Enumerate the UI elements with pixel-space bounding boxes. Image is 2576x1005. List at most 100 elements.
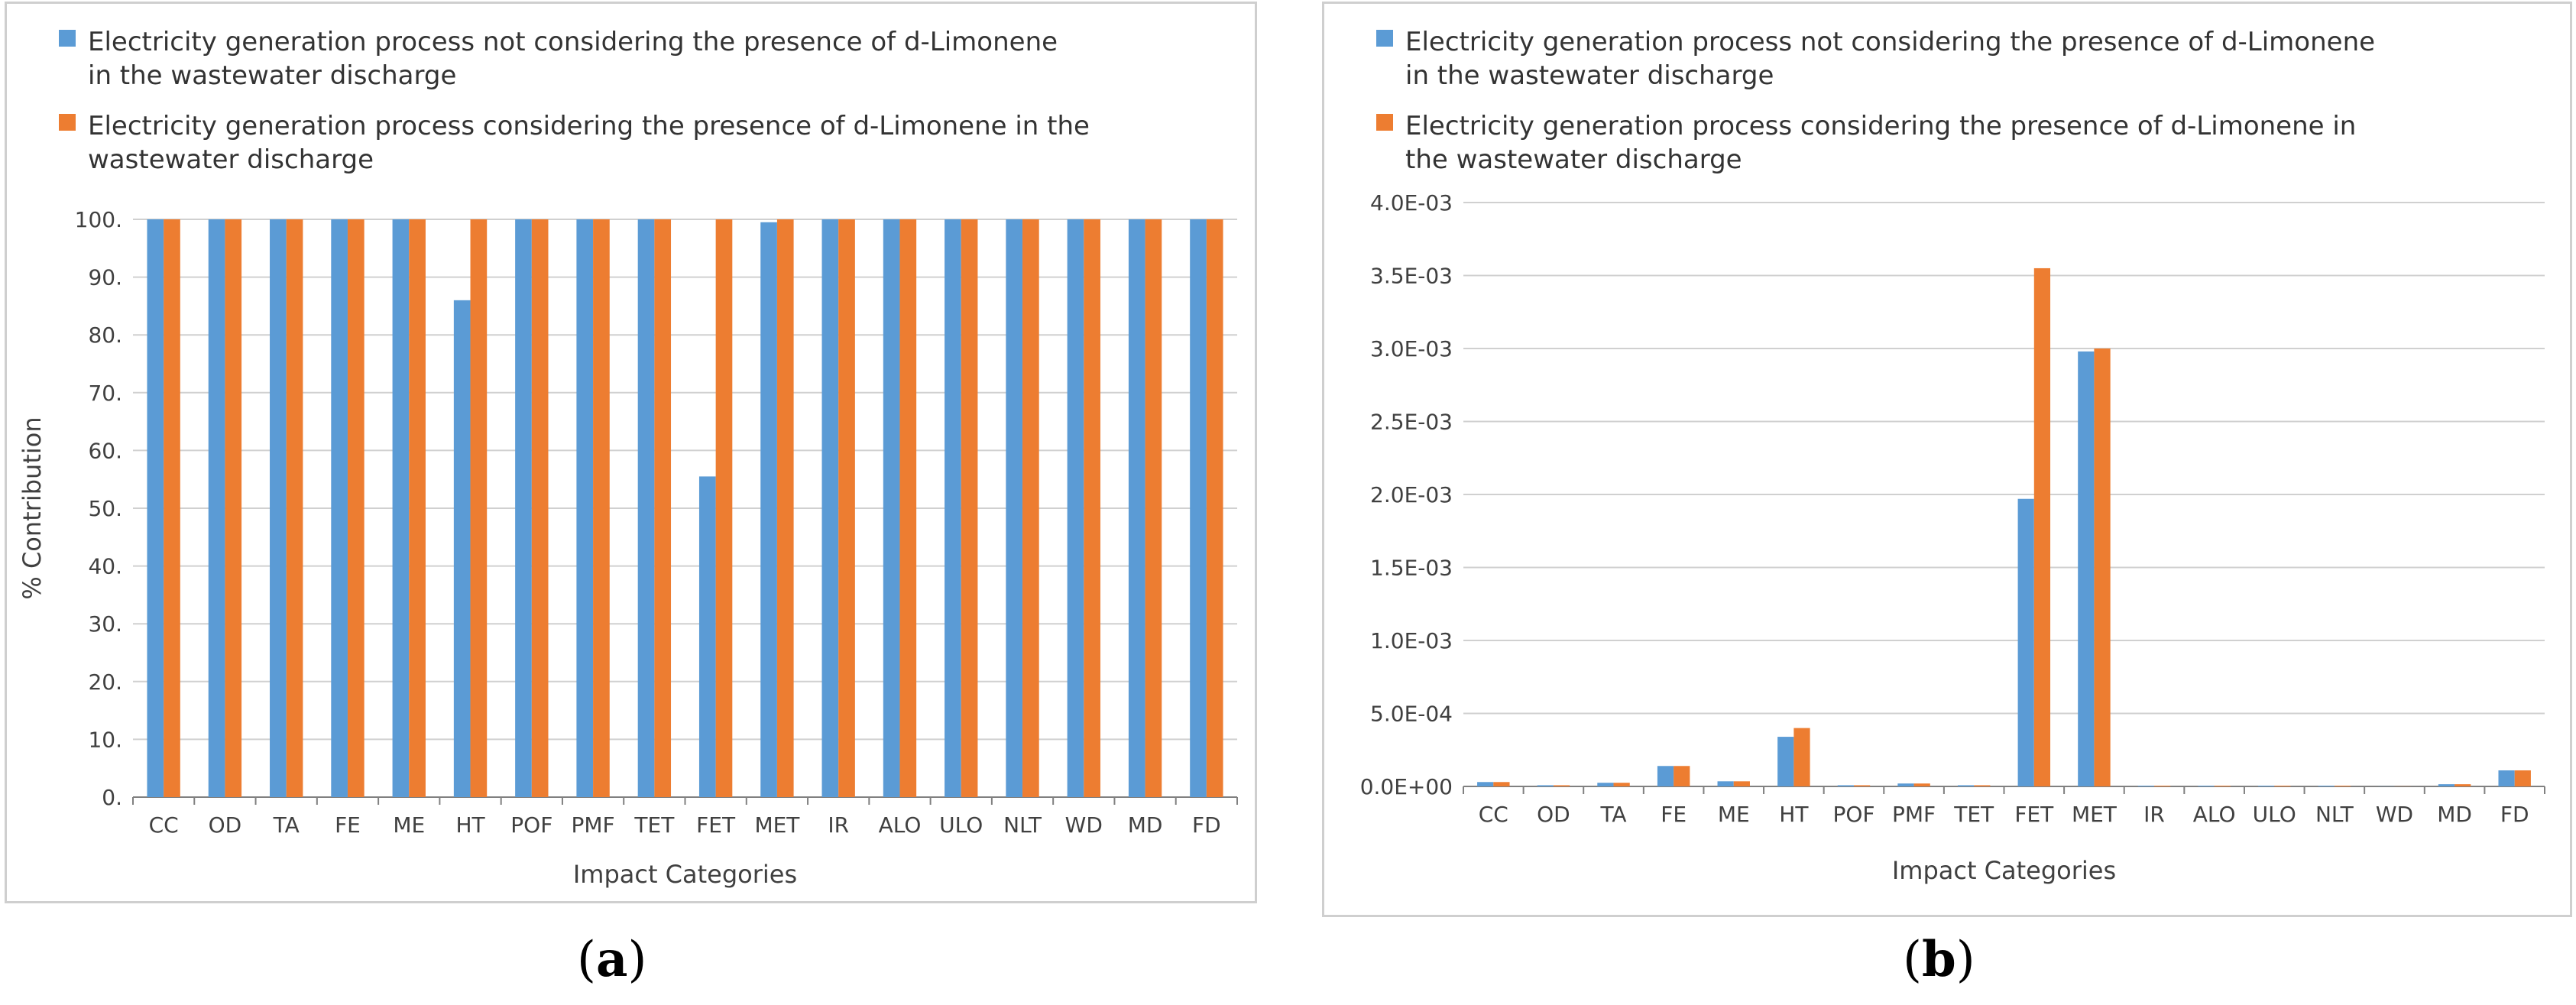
bar-alo-series-2	[899, 219, 917, 797]
bar-pof-series-1	[515, 219, 532, 797]
bar-tet-series-1	[637, 219, 655, 797]
bar-fd-series-1	[1190, 219, 1207, 797]
bar-ht-series-1	[453, 300, 471, 798]
bar-me-series-2	[1733, 781, 1750, 786]
x-tick-label: ULO	[2253, 802, 2296, 827]
bar-fet-series-2	[715, 219, 733, 797]
bar-md-series-1	[2438, 784, 2455, 786]
bar-chart-a: 0. 10. 20. 30. 40. 50. 60. 70. 80. 90. 100. CC OD TA F…	[18, 207, 1238, 889]
x-tick-label: ALO	[879, 812, 922, 838]
x-tick-label: MD	[1128, 812, 1163, 838]
bar-od-series-1	[208, 219, 225, 797]
bar-fe-series-2	[1674, 766, 1690, 786]
legend: Electricity generation process not consi…	[1376, 25, 2375, 193]
bar-ulo-series-2	[961, 219, 978, 797]
panel-label-b: (b)	[1903, 931, 1975, 988]
legend-swatch-series-2	[59, 114, 76, 131]
bar-ht-series-2	[470, 219, 488, 797]
y-tick-label: 50.	[88, 496, 122, 521]
x-tick-label: WD	[2376, 802, 2413, 827]
bar-fet-series-1	[2017, 498, 2034, 786]
bar-tet-series-2	[654, 219, 672, 797]
x-tick-label: CC	[1479, 802, 1508, 827]
legend: Electricity generation process not consi…	[59, 25, 1090, 193]
x-tick-label: FET	[696, 812, 736, 838]
bar-met-series-2	[776, 219, 794, 797]
y-tick-label: 0.	[102, 785, 122, 810]
bar-ulo-series-1	[945, 219, 961, 797]
x-tick-label: ALO	[2193, 802, 2236, 827]
bar-md-series-1	[1128, 219, 1145, 797]
panel-label-letter: b	[1921, 931, 1956, 988]
bar-fd-series-2	[1206, 219, 1223, 797]
x-tick-label: NLT	[1003, 812, 1042, 838]
y-tick-label: 70.	[88, 381, 122, 406]
x-axis-title: Impact Categories	[573, 860, 797, 889]
bar-ir-series-1	[821, 219, 839, 797]
panel-label-letter: a	[595, 931, 628, 988]
y-tick-label: 100.	[75, 207, 122, 232]
x-tick-label: PMF	[572, 812, 615, 838]
bar-cc-series-2	[1493, 782, 1510, 786]
bar-nlt-series-2	[1022, 219, 1039, 797]
x-tick-label: MET	[754, 812, 800, 838]
bar-pof-series-1	[1837, 785, 1854, 786]
bar-od-series-1	[1537, 785, 1554, 786]
legend-item-series-2: Electricity generation process consideri…	[1376, 109, 2375, 177]
x-tick-label: PMF	[1892, 802, 1936, 827]
legend-label-line: Electricity generation process consideri…	[88, 111, 1090, 141]
legend-item-series-1: Electricity generation process not consi…	[59, 25, 1090, 92]
x-tick-label: POF	[1832, 802, 1874, 827]
x-tick-label: NLT	[2315, 802, 2354, 827]
bar-tet-series-2	[1974, 785, 1991, 786]
bar-wd-series-2	[1084, 219, 1100, 797]
x-tick-label: TA	[1599, 802, 1626, 827]
y-axis-title: % Contribution	[18, 417, 47, 599]
bar-fet-series-2	[2033, 267, 2051, 786]
x-tick-label: ME	[1718, 802, 1750, 827]
y-tick-label: 80.	[88, 323, 122, 348]
y-tick-label: 3.0E-03	[1370, 336, 1453, 361]
bar-pmf-series-1	[576, 219, 594, 797]
y-tick-label: 5.0E-04	[1370, 702, 1453, 727]
bar-chart-b: 0.0E+00 5.0E-04 1.0E-03 1.5E-03 2.0E-03 2.5E-…	[1360, 190, 2545, 885]
y-tick-label: 1.5E-03	[1370, 556, 1453, 581]
x-tick-label: MD	[2437, 802, 2472, 827]
bar-fd-series-1	[2498, 770, 2515, 786]
bar-cc-series-1	[1477, 782, 1494, 786]
x-tick-label: OD	[1537, 802, 1570, 827]
y-tick-label: 30.	[88, 611, 122, 637]
x-tick-label: IR	[828, 812, 849, 838]
bar-fet-series-1	[698, 476, 716, 797]
y-tick-label: 4.0E-03	[1370, 190, 1453, 216]
bar-cc-series-1	[147, 219, 164, 797]
bar-wd-series-1	[1067, 219, 1084, 797]
bar-pmf-series-1	[1897, 783, 1914, 786]
y-tick-label: 60.	[88, 438, 122, 463]
legend-item-series-2: Electricity generation process consideri…	[59, 109, 1090, 177]
bar-ta-series-1	[270, 219, 287, 797]
y-tick-label: 20.	[88, 669, 122, 695]
x-axis-title: Impact Categories	[1892, 856, 2116, 885]
bar-met-series-1	[760, 222, 777, 797]
panel-label-a: (a)	[577, 931, 647, 988]
legend-swatch-series-1	[59, 30, 76, 47]
bar-pof-series-2	[531, 219, 549, 797]
legend-swatch-series-2	[1376, 114, 1393, 131]
bar-pof-series-2	[1853, 785, 1871, 786]
bar-fe-series-1	[1657, 766, 1674, 786]
bar-met-series-1	[2078, 351, 2095, 786]
x-tick-label: WD	[1065, 812, 1103, 838]
bar-ta-series-2	[286, 219, 303, 797]
x-tick-label: FE	[1661, 802, 1687, 827]
x-tick-label: CC	[149, 812, 179, 838]
y-tick-label: 1.0E-03	[1370, 628, 1453, 653]
legend-label-line: the wastewater discharge	[1405, 144, 1742, 175]
x-tick-label: FD	[2500, 802, 2529, 827]
x-tick-label: ME	[393, 812, 425, 838]
bar-od-series-2	[1553, 785, 1570, 786]
bar-tet-series-1	[1957, 785, 1975, 786]
bar-ht-series-1	[1777, 737, 1794, 786]
bar-fe-series-2	[347, 219, 365, 797]
bar-cc-series-2	[164, 219, 180, 797]
